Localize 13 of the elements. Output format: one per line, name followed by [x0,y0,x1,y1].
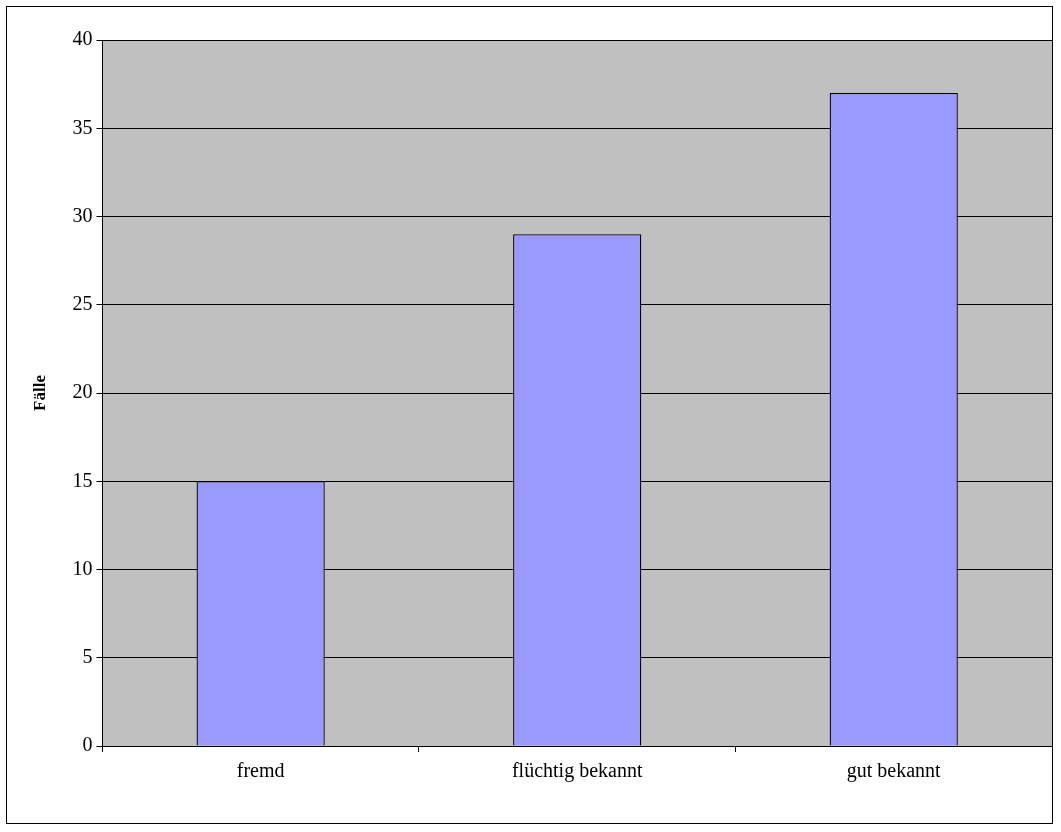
x-tick-label: flüchtig bekannt [511,759,643,783]
x-tick-label: gut bekannt [846,759,942,783]
y-tick-label: 20 [72,380,93,403]
y-tick-label: 5 [82,645,93,667]
y-axis-title: Fälle [29,374,49,411]
y-tick-label: 30 [72,203,93,226]
y-tick-label: 35 [72,115,93,138]
y-tick-label: 10 [72,556,93,579]
y-tick-label: 40 [72,27,93,50]
x-tick-label: fremd [236,759,285,782]
y-tick-label: 25 [72,292,93,314]
y-tick-label: 0 [82,733,93,756]
y-tick-label: 15 [72,468,93,491]
